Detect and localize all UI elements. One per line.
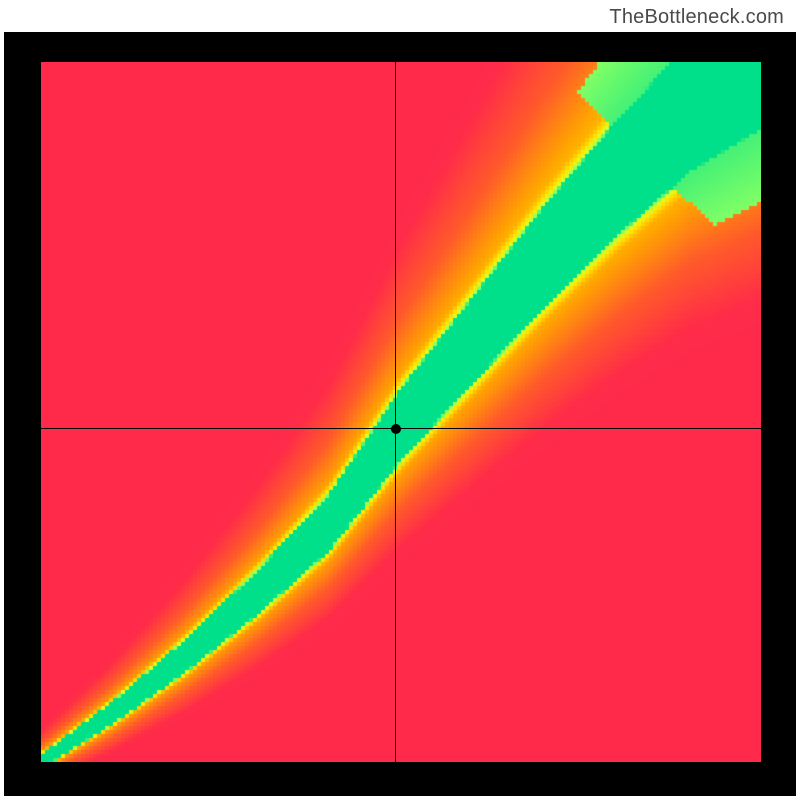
watermark-text: TheBottleneck.com (609, 6, 784, 29)
heatmap-canvas (41, 62, 761, 762)
crosshair-horizontal (41, 428, 761, 429)
chart-card (4, 32, 796, 796)
crosshair-vertical (395, 62, 396, 762)
data-point-marker (391, 424, 401, 434)
heatmap-plot (41, 62, 761, 762)
page-root: TheBottleneck.com (0, 0, 800, 800)
